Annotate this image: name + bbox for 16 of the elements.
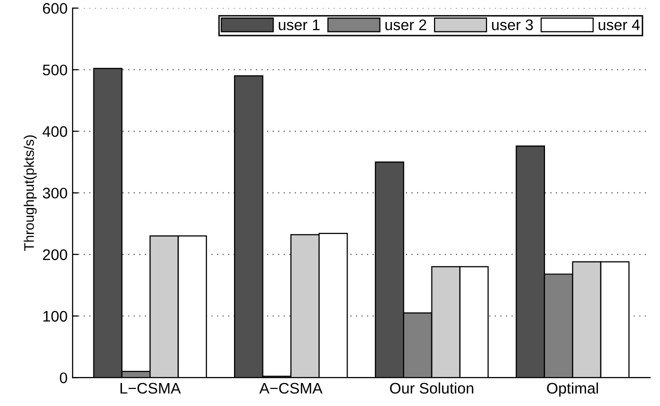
y-tick-label: 500 (42, 64, 68, 76)
y-axis-title: Throughput(pkts/s) (24, 135, 37, 251)
x-tick-label: Our Solution (390, 382, 474, 394)
legend-label: user 2 (385, 19, 426, 30)
y-tick-label: 400 (42, 126, 68, 137)
legend-label: user 1 (278, 20, 320, 30)
x-tick-label: A−CSMA (259, 382, 323, 394)
x-tick-label: L−CSMA (120, 382, 181, 394)
legend-label: user 3 (492, 19, 533, 30)
y-tick-label: 300 (42, 188, 68, 199)
x-tick-label: Optimal (547, 382, 598, 397)
y-tick-label: 0 (60, 372, 68, 384)
y-tick-label: 100 (43, 310, 68, 322)
y-tick-label: 600 (43, 2, 68, 14)
y-tick-label: 200 (43, 249, 68, 260)
legend-label: user 4 (598, 20, 640, 30)
